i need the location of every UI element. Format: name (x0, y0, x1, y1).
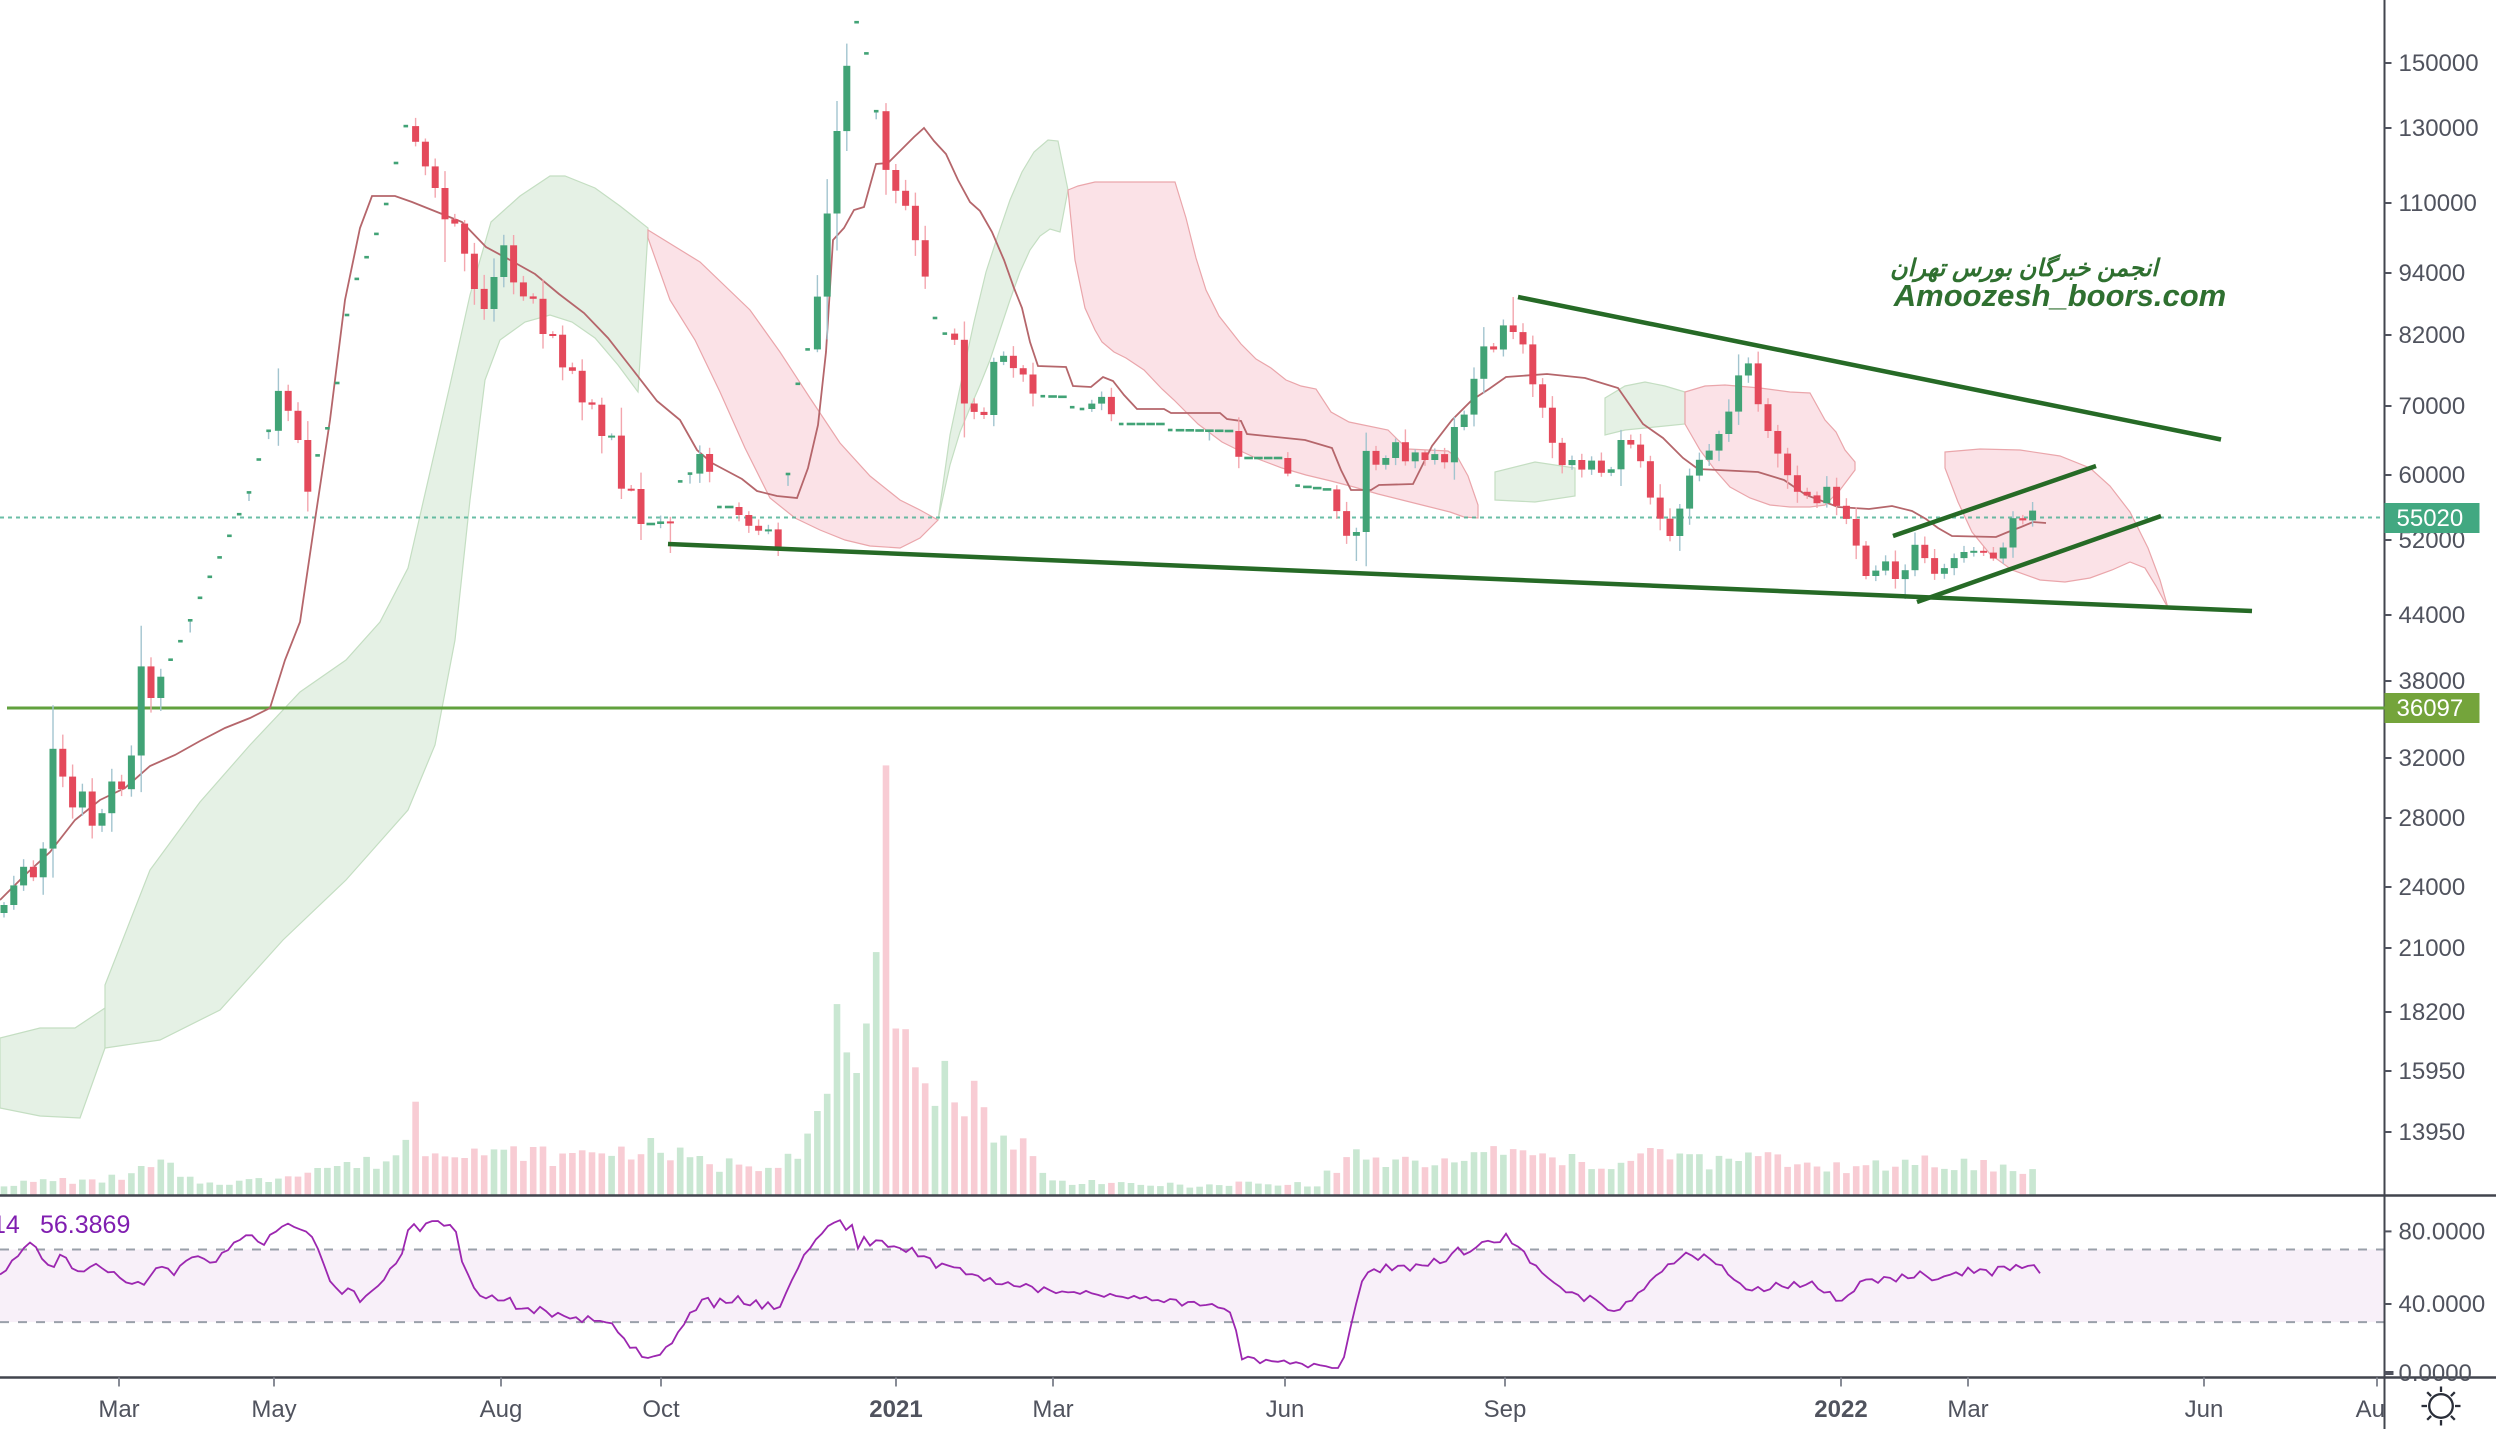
svg-text:150000: 150000 (2399, 50, 2479, 77)
svg-text:Oct: Oct (642, 1396, 680, 1423)
svg-text:60000: 60000 (2399, 462, 2466, 489)
svg-text:56.3869: 56.3869 (40, 1211, 130, 1239)
svg-text:Mar: Mar (1947, 1396, 1988, 1423)
svg-text:Jun: Jun (2185, 1396, 2224, 1423)
svg-text:38000: 38000 (2399, 668, 2466, 695)
svg-text:94000: 94000 (2399, 260, 2466, 287)
svg-text:2021: 2021 (869, 1396, 922, 1423)
svg-text:Sep: Sep (1484, 1396, 1527, 1423)
svg-text:28000: 28000 (2399, 805, 2466, 832)
svg-text:Mar: Mar (98, 1396, 139, 1423)
svg-text:Mar: Mar (1032, 1396, 1073, 1423)
svg-text:44000: 44000 (2399, 602, 2466, 629)
svg-text:2022: 2022 (1814, 1396, 1867, 1423)
svg-text:May: May (251, 1396, 296, 1423)
svg-text:130000: 130000 (2399, 115, 2479, 142)
svg-text:15950: 15950 (2399, 1058, 2466, 1085)
svg-text:18200: 18200 (2399, 999, 2466, 1026)
svg-text:0.0000: 0.0000 (2399, 1360, 2472, 1387)
svg-text:40.0000: 40.0000 (2399, 1291, 2486, 1318)
svg-text:110000: 110000 (2399, 190, 2477, 217)
svg-text:Jun: Jun (1266, 1396, 1305, 1423)
svg-text:24000: 24000 (2399, 874, 2466, 901)
svg-text:14: 14 (0, 1211, 20, 1239)
svg-text:32000: 32000 (2399, 745, 2466, 772)
svg-text:70000: 70000 (2399, 393, 2466, 420)
svg-text:36097: 36097 (2397, 695, 2464, 722)
svg-text:Amoozesh_boors.com: Amoozesh_boors.com (1893, 278, 2226, 313)
svg-text:21000: 21000 (2399, 935, 2466, 962)
svg-text:82000: 82000 (2399, 322, 2466, 349)
svg-text:انجمن خبرگان بورس تهران: انجمن خبرگان بورس تهران (1890, 253, 2161, 283)
svg-text:Aug: Aug (480, 1396, 523, 1423)
svg-text:80.0000: 80.0000 (2399, 1218, 2486, 1245)
svg-text:55020: 55020 (2397, 505, 2464, 532)
svg-text:13950: 13950 (2399, 1119, 2466, 1146)
svg-text:Aug: Aug (2356, 1396, 2399, 1423)
